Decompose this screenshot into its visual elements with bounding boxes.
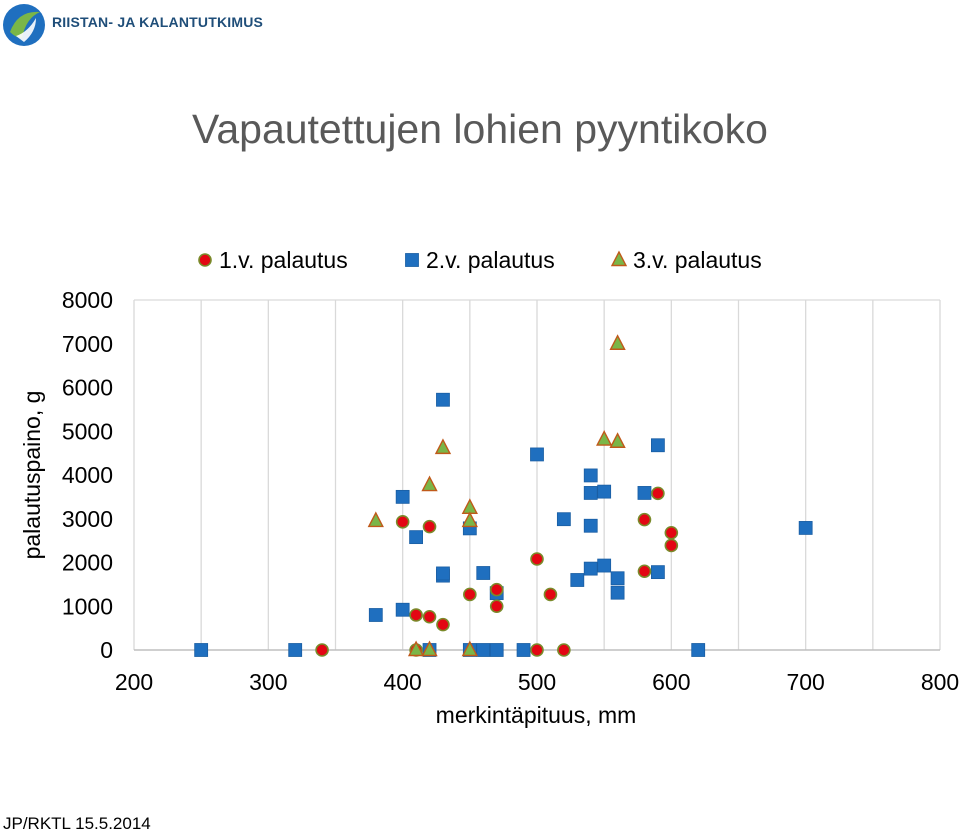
data-point-square [436, 566, 450, 581]
y-tick-label: 3000 [62, 506, 113, 532]
y-tick-label: 4000 [62, 462, 113, 488]
data-point-circle [436, 617, 450, 632]
data-point-circle [543, 587, 558, 602]
grid-layer [133, 299, 941, 650]
y-tick-label: 8000 [62, 287, 113, 313]
data-point-circle [637, 512, 652, 527]
data-point-square [691, 643, 706, 657]
data-point-triangle [609, 432, 626, 448]
data-point-circle [489, 582, 504, 597]
data-point-square [395, 489, 410, 504]
x-tick-label: 800 [921, 669, 959, 695]
data-point-circle [422, 609, 437, 624]
y-tick-label: 7000 [62, 331, 113, 357]
data-point-square [516, 643, 531, 657]
data-point-square [583, 518, 598, 533]
data-point-square [489, 643, 504, 657]
data-point-square [583, 468, 598, 483]
x-tick-label: 500 [518, 669, 556, 695]
data-point-square [194, 643, 209, 657]
legend-marker-square [405, 253, 419, 267]
data-point-triangle [609, 334, 626, 350]
data-point-circle [637, 564, 652, 579]
logo-emblem-icon [3, 4, 45, 46]
data-point-triangle [434, 438, 452, 455]
data-point-square [610, 571, 625, 586]
data-point-square [530, 447, 544, 462]
x-axis-label: merkintäpituus, mm [436, 702, 637, 728]
data-point-square [583, 561, 598, 576]
y-axis-label: palautuspaino, g [19, 391, 45, 560]
data-point-square [651, 438, 665, 453]
legend-label: 1.v. palautus [219, 247, 348, 273]
data-point-circle [409, 608, 423, 622]
data-point-square [583, 486, 598, 500]
data-point-square [597, 484, 612, 499]
legend: 1.v. palautus 2.v. palautus 3.v. palautus [198, 247, 762, 273]
y-tick-label: 2000 [62, 550, 113, 576]
x-tick-label: 200 [115, 669, 153, 695]
rktl-logo: RIISTAN- JA KALANTUTKIMUS [2, 2, 302, 48]
data-point-triangle [367, 511, 384, 528]
data-point-square [651, 565, 665, 580]
data-point-circle [664, 525, 679, 540]
data-point-square [409, 530, 424, 545]
data-point-triangle [461, 640, 478, 657]
data-point-circle [315, 643, 329, 657]
legend-marker-triangle [610, 250, 628, 267]
data-point-square [436, 392, 450, 407]
data-point-square [597, 558, 612, 573]
data-point-triangle [461, 498, 478, 515]
data-point-circle [664, 538, 679, 553]
data-point-circle [422, 519, 437, 534]
data-point-circle [395, 515, 410, 529]
data-point-square [395, 602, 410, 617]
data-point-circle [530, 643, 544, 657]
points-layer [194, 334, 813, 657]
data-point-circle [463, 587, 477, 602]
legend-label: 3.v. palautus [633, 247, 762, 273]
data-point-triangle [421, 640, 438, 657]
y-tick-label: 1000 [62, 593, 113, 619]
data-point-circle [530, 552, 544, 566]
data-point-triangle [407, 640, 425, 657]
data-point-square [476, 566, 491, 580]
data-point-triangle [421, 475, 438, 492]
logo-text: RIISTAN- JA KALANTUTKIMUS [52, 14, 264, 30]
footer-text: JP/RKTL 15.5.2014 [3, 814, 151, 833]
data-point-triangle [461, 511, 478, 528]
data-point-circle [651, 486, 665, 501]
x-tick-label: 600 [652, 669, 690, 695]
x-tick-label: 700 [786, 669, 824, 695]
legend-marker-circle [198, 253, 212, 267]
data-point-circle [557, 643, 571, 657]
page-title: Vapautettujen lohien pyyntikoko [192, 106, 768, 152]
legend-label: 2.v. palautus [426, 247, 555, 273]
data-point-square [610, 585, 625, 600]
data-point-square [556, 512, 571, 527]
y-tick-label: 6000 [62, 375, 113, 401]
data-point-square [368, 608, 383, 622]
y-tick-label: 0 [100, 637, 113, 663]
data-point-square [798, 521, 813, 535]
data-point-square [288, 643, 303, 657]
axis-layer: 200 300 400 500 600 700 8000100020003000400050… [62, 287, 959, 695]
data-point-square [570, 573, 585, 587]
x-tick-label: 400 [383, 669, 421, 695]
y-tick-label: 5000 [62, 418, 113, 444]
data-point-square [637, 486, 652, 500]
x-tick-label: 300 [249, 669, 287, 695]
data-point-square [476, 643, 491, 657]
data-point-triangle [596, 430, 613, 446]
data-point-circle [489, 599, 504, 614]
